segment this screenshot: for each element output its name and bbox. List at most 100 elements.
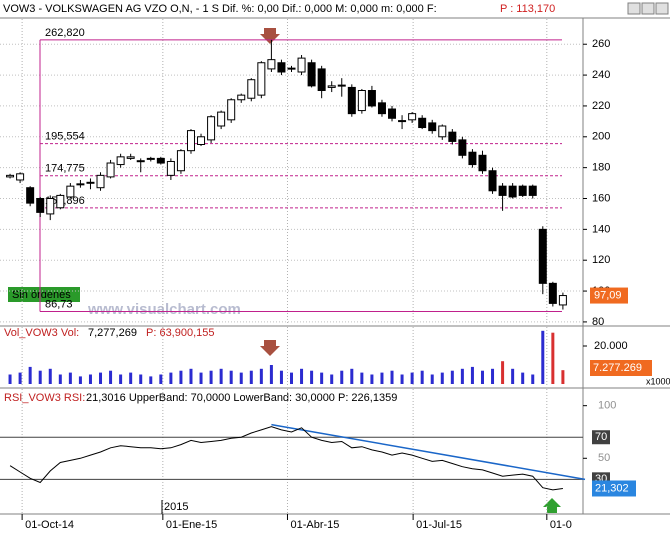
candle-body xyxy=(26,187,35,204)
close-button[interactable] xyxy=(655,2,669,15)
candle-body xyxy=(327,85,336,88)
window-buttons[interactable] xyxy=(627,2,669,15)
volume-bar xyxy=(290,372,293,384)
volume-bar xyxy=(531,374,535,384)
volume-bar xyxy=(440,372,444,384)
volume-bar xyxy=(310,370,314,384)
y-tick-label: 80 xyxy=(592,316,604,328)
signal-arrow xyxy=(260,28,280,44)
volume-bar xyxy=(239,372,243,384)
x-tick-label: 01-Ene-15 xyxy=(166,519,217,531)
volume-bar xyxy=(410,372,414,384)
volume-bar xyxy=(380,372,384,384)
volume-bar xyxy=(541,330,545,384)
volume-bar xyxy=(370,374,374,384)
candle-body xyxy=(197,136,206,146)
volume-bar xyxy=(179,370,183,384)
volume-bar xyxy=(58,374,62,384)
y-tick-label: 100 xyxy=(598,400,616,412)
volume-header-extra: P: 63,900,155 xyxy=(146,327,215,339)
candle-body xyxy=(347,86,356,115)
last-rsi-label: 21,302 xyxy=(595,482,629,494)
level-label: 174,775 xyxy=(45,163,85,175)
last-volume-label: 7.277.269 xyxy=(593,362,642,374)
band-box xyxy=(592,430,610,445)
candle-body xyxy=(76,183,85,186)
volume-bar xyxy=(269,365,273,384)
year-label: 2015 xyxy=(164,501,188,513)
candle-body xyxy=(317,68,326,92)
candle-body xyxy=(136,160,145,163)
volume-bar xyxy=(38,370,42,384)
candle-body xyxy=(418,117,427,129)
rsi-title: RSI_VOW3 RSI: xyxy=(4,392,85,404)
volume-bar xyxy=(209,370,213,384)
candle-body xyxy=(398,120,407,123)
candle-body xyxy=(337,84,346,87)
y-tick-label: 220 xyxy=(592,100,610,112)
y-tick-label: 180 xyxy=(592,162,610,174)
signal-arrow xyxy=(543,498,561,513)
last-price-label: 97,09 xyxy=(594,289,622,301)
volume-bar xyxy=(129,372,133,384)
volume-bar xyxy=(340,370,344,384)
x-tick-label: 01-Jul-15 xyxy=(416,519,462,531)
signal-arrow xyxy=(260,340,280,356)
candle-body xyxy=(267,59,276,70)
candle-body xyxy=(237,94,246,101)
candle-body xyxy=(468,151,477,166)
volume-bar xyxy=(420,370,424,384)
volume-bar xyxy=(48,368,52,384)
candle-body xyxy=(6,174,15,178)
rsi-line xyxy=(9,426,563,491)
level-label: 153,896 xyxy=(45,195,85,207)
volume-bar xyxy=(119,374,123,384)
candle-body xyxy=(438,125,447,138)
candle-body xyxy=(66,185,75,198)
candle-body xyxy=(277,62,286,73)
volume-bar xyxy=(189,368,193,384)
candle-body xyxy=(458,139,467,156)
status-box xyxy=(8,287,80,302)
volume-bar xyxy=(551,332,555,384)
candle-body xyxy=(408,113,417,121)
candle-body xyxy=(16,173,25,181)
header-price: P : 113,170 xyxy=(500,3,555,15)
volume-bar xyxy=(430,374,434,384)
candle-body xyxy=(217,111,226,127)
candle-body xyxy=(307,62,316,87)
candle-body xyxy=(377,102,386,115)
volume-bar xyxy=(300,368,304,384)
trend-line xyxy=(271,423,586,481)
maximize-button[interactable] xyxy=(641,2,655,15)
unit-label: x1000 xyxy=(646,376,670,386)
volume-bar xyxy=(249,370,253,384)
candle-body xyxy=(357,90,366,112)
volume-bar xyxy=(169,372,173,384)
candle-body xyxy=(36,197,45,213)
candle-body xyxy=(247,79,256,99)
volume-bar xyxy=(229,370,233,384)
candle-body xyxy=(207,116,216,141)
volume-title: Vol_VOW3 Vol: xyxy=(4,327,79,339)
candle-body xyxy=(86,181,95,184)
candle-body xyxy=(548,282,557,304)
chart-title: VOW3 - VOLKSWAGEN AG VZO O,N, - 1 S Dif.… xyxy=(3,3,437,15)
volume-bar xyxy=(88,374,92,384)
minimize-button[interactable] xyxy=(627,2,641,15)
last-volume-box xyxy=(590,360,652,376)
candle-body xyxy=(96,174,105,189)
volume-bar xyxy=(511,368,515,384)
level-label: 195,554 xyxy=(45,131,85,143)
volume-bar xyxy=(279,370,283,384)
volume-bar xyxy=(139,374,143,384)
volume-bar xyxy=(78,376,82,384)
candle-body xyxy=(448,131,457,142)
candle-body xyxy=(478,154,487,172)
x-tick-label: 01-Oct-14 xyxy=(25,519,74,531)
y-tick-label: 240 xyxy=(592,69,610,81)
volume-bar xyxy=(330,374,334,384)
candle-body xyxy=(558,295,567,306)
